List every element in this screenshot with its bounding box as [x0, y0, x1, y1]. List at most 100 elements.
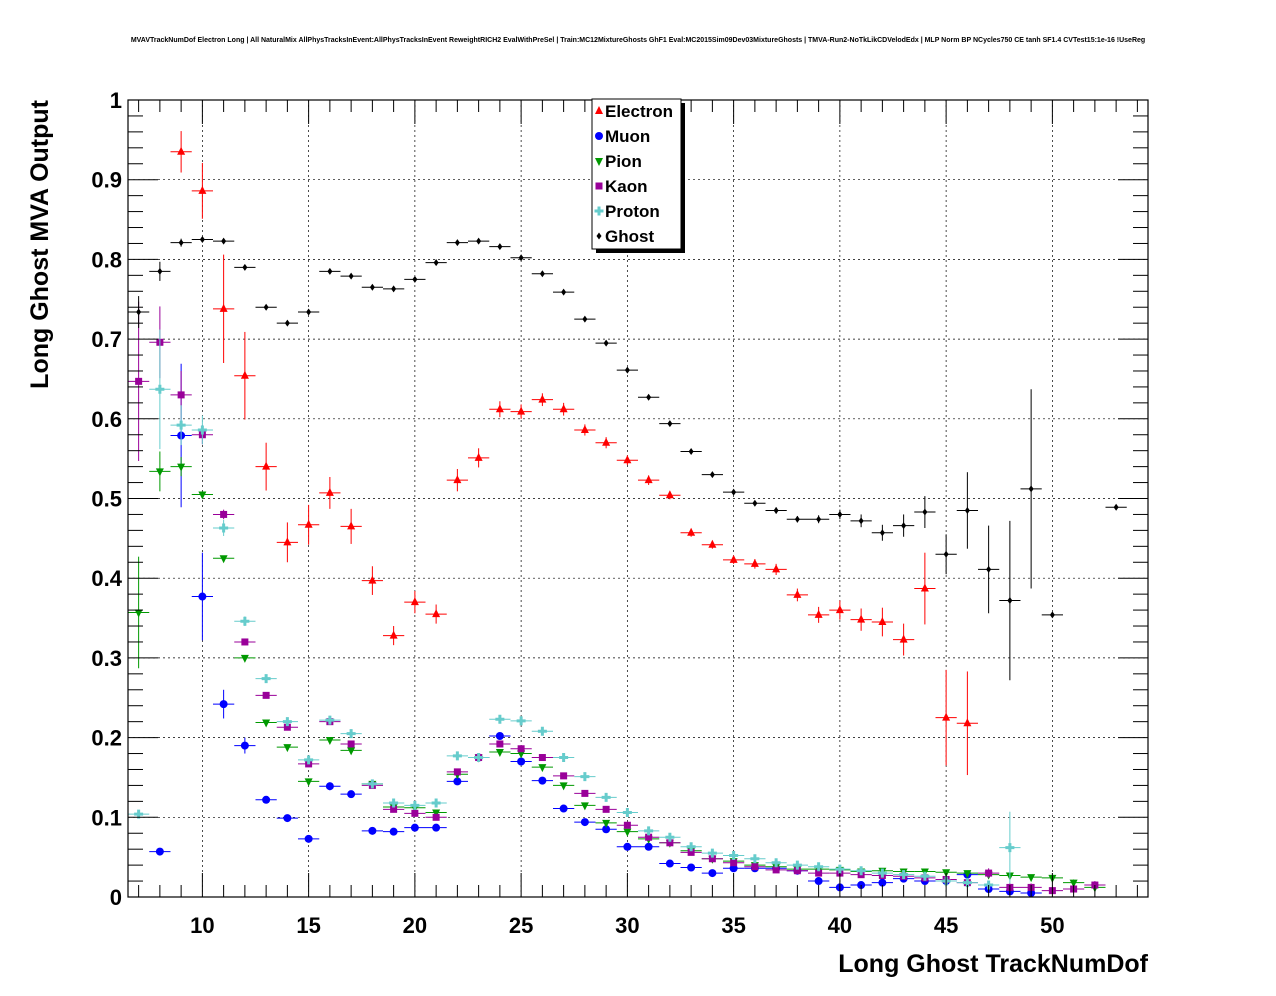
data-point: [304, 755, 314, 765]
data-point: [646, 393, 652, 401]
data-point: [561, 288, 567, 296]
data-point: [410, 800, 420, 810]
data-point: [708, 539, 717, 548]
data-point: [580, 818, 589, 827]
data-point: [155, 468, 164, 477]
data-point: [687, 863, 696, 872]
data-point: [1049, 611, 1055, 619]
data-point: [347, 790, 356, 799]
data-point: [815, 869, 823, 877]
x-axis-label: Long Ghost TrackNumDof: [838, 950, 1148, 978]
data-point: [537, 726, 547, 736]
data-point: [454, 239, 460, 247]
series-electron: [170, 131, 978, 776]
data-point: [221, 237, 227, 245]
data-point: [261, 674, 271, 684]
data-point: [390, 805, 398, 813]
data-point: [198, 592, 207, 601]
legend-marker: [594, 206, 604, 216]
data-point: [922, 508, 928, 516]
data-point: [476, 237, 482, 245]
data-point: [219, 700, 228, 709]
data-point: [602, 805, 610, 813]
data-point: [391, 285, 397, 293]
legend-marker: [595, 106, 603, 114]
data-point: [665, 832, 675, 842]
data-point: [837, 510, 843, 518]
data-point: [623, 842, 632, 851]
x-tick-label: 10: [190, 913, 214, 938]
data-point: [665, 859, 674, 868]
data-point: [517, 745, 525, 753]
data-point: [580, 424, 589, 433]
data-point: [367, 779, 377, 789]
data-point: [136, 308, 142, 316]
data-point: [198, 491, 207, 500]
data-point: [327, 267, 333, 275]
data-point: [964, 506, 970, 514]
chart-title: MVAVTrackNumDof Electron Long | All Natu…: [131, 37, 1145, 44]
y-tick-label: 0: [110, 885, 122, 910]
data-point: [878, 617, 887, 626]
data-point: [601, 792, 611, 802]
axes: 10 15 20 25 30 35 40 45 50 0 0.1 0.2 0.3 0.4 0.5 0.6 0.7…: [91, 88, 1148, 938]
data-point: [793, 589, 802, 598]
data-point: [707, 848, 717, 858]
y-tick-label: 0.2: [91, 726, 122, 751]
data-point: [666, 839, 674, 847]
data-point: [262, 719, 271, 728]
data-point: [858, 517, 864, 525]
data-point: [135, 377, 143, 385]
data-point: [644, 475, 653, 484]
data-point: [665, 490, 674, 499]
data-point: [198, 185, 207, 194]
data-point: [730, 859, 738, 867]
y-tick-label: 1: [110, 88, 122, 113]
data-point: [708, 855, 716, 863]
legend-entry: Pion: [605, 152, 642, 171]
data-point: [602, 825, 611, 834]
data-point: [731, 488, 737, 496]
data-point: [199, 235, 205, 243]
data-point: [835, 605, 844, 614]
legend-marker: [596, 232, 602, 240]
data-point: [389, 630, 398, 639]
data-point: [794, 515, 800, 523]
data-point: [708, 869, 717, 878]
data-point: [411, 809, 419, 817]
data-point: [729, 864, 738, 873]
series-muon: [149, 363, 1042, 898]
data-point: [453, 777, 462, 786]
data-point: [1005, 843, 1015, 853]
y-tick-label: 0.7: [91, 327, 122, 352]
data-point: [729, 554, 738, 563]
data-point: [304, 834, 313, 843]
data-point: [943, 550, 949, 558]
legend-marker: [595, 132, 603, 140]
data-point: [389, 827, 398, 836]
x-tick-label: 25: [509, 913, 533, 938]
data-point: [474, 753, 484, 763]
data-point: [176, 420, 186, 430]
legend-marker: [595, 182, 603, 190]
data-point: [431, 798, 441, 808]
data-point: [304, 778, 313, 787]
data-point: [750, 854, 760, 864]
data-point: [582, 315, 588, 323]
data-point: [752, 499, 758, 507]
data-point: [157, 267, 163, 275]
data-point: [453, 768, 461, 776]
data-point: [603, 339, 609, 347]
data-point: [177, 146, 186, 155]
data-point: [134, 809, 144, 819]
data-point: [497, 243, 503, 251]
data-point: [580, 772, 590, 782]
data-point: [516, 716, 526, 726]
data-point: [432, 609, 441, 618]
data-point: [517, 757, 526, 766]
data-point: [262, 461, 271, 470]
data-point: [901, 522, 907, 530]
grid: [128, 100, 1148, 897]
data-point: [559, 404, 568, 413]
